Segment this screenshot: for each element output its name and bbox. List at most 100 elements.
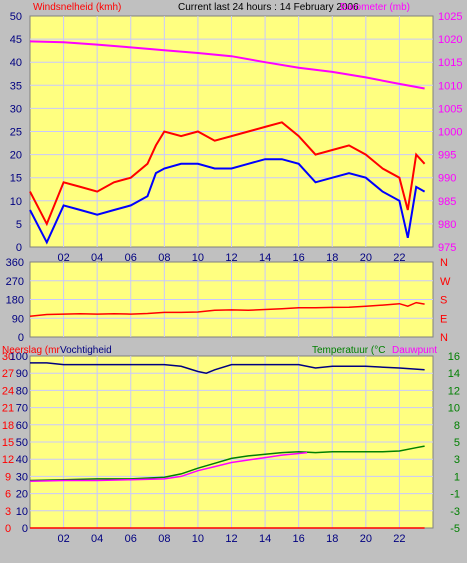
rain-tick-label: 21 bbox=[2, 403, 14, 415]
wind-tick-label: 20 bbox=[10, 150, 22, 162]
x-tick-label: 18 bbox=[326, 252, 338, 264]
barometer-tick-label: 980 bbox=[438, 219, 456, 231]
compass-tick-label: W bbox=[440, 276, 451, 288]
temperature-tick-label: 1 bbox=[454, 471, 460, 483]
compass-tick-label: E bbox=[440, 313, 447, 325]
barometer-tick-label: 975 bbox=[438, 242, 456, 254]
x-tick-label: 08 bbox=[158, 533, 170, 545]
wind-tick-label: 0 bbox=[16, 242, 22, 254]
dewpoint-line bbox=[29, 451, 308, 483]
compass-tick-label: S bbox=[440, 295, 447, 307]
direction-tick-label: 360 bbox=[6, 257, 24, 269]
wind-tick-label: 45 bbox=[10, 34, 22, 46]
barometer-tick-label: 1015 bbox=[438, 57, 462, 69]
humidity-tick-label: 20 bbox=[16, 489, 28, 501]
wind-tick-label: 25 bbox=[10, 127, 22, 139]
rain-tick-label: 27 bbox=[2, 368, 14, 380]
rain-tick-label: 24 bbox=[2, 385, 14, 397]
x-tick-label: 14 bbox=[259, 252, 271, 264]
x-tick-label: 10 bbox=[192, 533, 204, 545]
compass-tick-label: N bbox=[440, 332, 448, 344]
x-tick-label: 14 bbox=[259, 533, 271, 545]
wind-gust-line bbox=[29, 121, 426, 227]
rain-tick-label: 9 bbox=[5, 471, 11, 483]
wind-tick-label: 15 bbox=[10, 173, 22, 185]
wind-tick-label: 50 bbox=[10, 11, 22, 23]
wind-average-line bbox=[29, 158, 426, 245]
humidity-tick-label: 80 bbox=[16, 385, 28, 397]
tick-labels: 02 04 06 08 10 12 14 16 18 20 22051015202530354045… bbox=[2, 11, 463, 545]
x-tick-label: 20 bbox=[360, 533, 372, 545]
temperature-tick-label: -1 bbox=[450, 489, 460, 501]
rain-tick-label: 30 bbox=[2, 351, 14, 363]
x-tick-label: 02 bbox=[57, 533, 69, 545]
direction-tick-label: 270 bbox=[6, 276, 24, 288]
compass-tick-label: N bbox=[440, 257, 448, 269]
barometer-axis-title: Barometer (mb) bbox=[340, 2, 410, 13]
wind-direction-line bbox=[29, 301, 425, 317]
series-layer bbox=[29, 40, 426, 529]
barometer-tick-label: 1020 bbox=[438, 34, 462, 46]
x-tick-label: 10 bbox=[192, 252, 204, 264]
barometer-tick-label: 1005 bbox=[438, 103, 462, 115]
barometer-tick-label: 990 bbox=[438, 173, 456, 185]
chart-title: Current last 24 hours : 14 February 2006 bbox=[178, 2, 359, 13]
wind-tick-label: 5 bbox=[16, 219, 22, 231]
barometer-tick-label: 985 bbox=[438, 196, 456, 208]
x-tick-label: 20 bbox=[360, 252, 372, 264]
rain-axis-title: Neerslag (mr bbox=[2, 345, 60, 356]
rain-tick-label: 0 bbox=[5, 523, 11, 535]
temperature-tick-label: -5 bbox=[450, 523, 460, 535]
rain-tick-label: 18 bbox=[2, 420, 14, 432]
temperature-line bbox=[29, 445, 425, 482]
barometer-line bbox=[29, 40, 425, 90]
wind-tick-label: 35 bbox=[10, 80, 22, 92]
wind-axis-title: Windsnelheid (kmh) bbox=[33, 2, 121, 13]
x-tick-label: 06 bbox=[125, 533, 137, 545]
wind-tick-label: 30 bbox=[10, 103, 22, 115]
direction-tick-label: 0 bbox=[18, 332, 24, 344]
dewpoint-axis-title: Dauwpunt bbox=[392, 345, 437, 356]
direction-tick-label: 180 bbox=[6, 295, 24, 307]
barometer-tick-label: 1025 bbox=[438, 11, 462, 23]
rain-tick-label: 6 bbox=[5, 489, 11, 501]
barometer-tick-label: 995 bbox=[438, 150, 456, 162]
x-tick-label: 04 bbox=[91, 252, 103, 264]
x-tick-label: 06 bbox=[125, 252, 137, 264]
x-tick-label: 22 bbox=[393, 252, 405, 264]
humidity-tick-label: 30 bbox=[16, 471, 28, 483]
barometer-tick-label: 1010 bbox=[438, 80, 462, 92]
x-tick-label: 02 bbox=[57, 252, 69, 264]
temperature-tick-label: 14 bbox=[448, 368, 460, 380]
x-tick-label: 16 bbox=[293, 533, 305, 545]
temperature-tick-label: -3 bbox=[450, 506, 460, 518]
humidity-tick-label: 0 bbox=[22, 523, 28, 535]
barometer-tick-label: 1000 bbox=[438, 127, 462, 139]
humidity-line bbox=[30, 362, 425, 374]
humidity-tick-label: 90 bbox=[16, 368, 28, 380]
humidity-tick-label: 100 bbox=[10, 351, 28, 363]
rain-tick-label: 12 bbox=[2, 454, 14, 466]
x-tick-label: 22 bbox=[393, 533, 405, 545]
x-tick-label: 08 bbox=[158, 252, 170, 264]
humidity-tick-label: 10 bbox=[16, 506, 28, 518]
temperature-tick-label: 5 bbox=[454, 437, 460, 449]
temperature-axis-title: Temperatuur (°C bbox=[312, 345, 385, 356]
humidity-tick-label: 50 bbox=[16, 437, 28, 449]
temperature-tick-label: 8 bbox=[454, 420, 460, 432]
temperature-tick-label: 16 bbox=[448, 351, 460, 363]
x-tick-label: 18 bbox=[326, 533, 338, 545]
temperature-tick-label: 3 bbox=[454, 454, 460, 466]
temperature-tick-label: 12 bbox=[448, 385, 460, 397]
rain-tick-label: 15 bbox=[2, 437, 14, 449]
x-tick-label: 04 bbox=[91, 533, 103, 545]
temperature-tick-label: 10 bbox=[448, 403, 460, 415]
humidity-tick-label: 40 bbox=[16, 454, 28, 466]
humidity-axis-title: Vochtigheid bbox=[60, 345, 112, 356]
humidity-tick-label: 70 bbox=[16, 403, 28, 415]
direction-tick-label: 90 bbox=[12, 313, 24, 325]
wind-tick-label: 40 bbox=[10, 57, 22, 69]
humidity-tick-label: 60 bbox=[16, 420, 28, 432]
